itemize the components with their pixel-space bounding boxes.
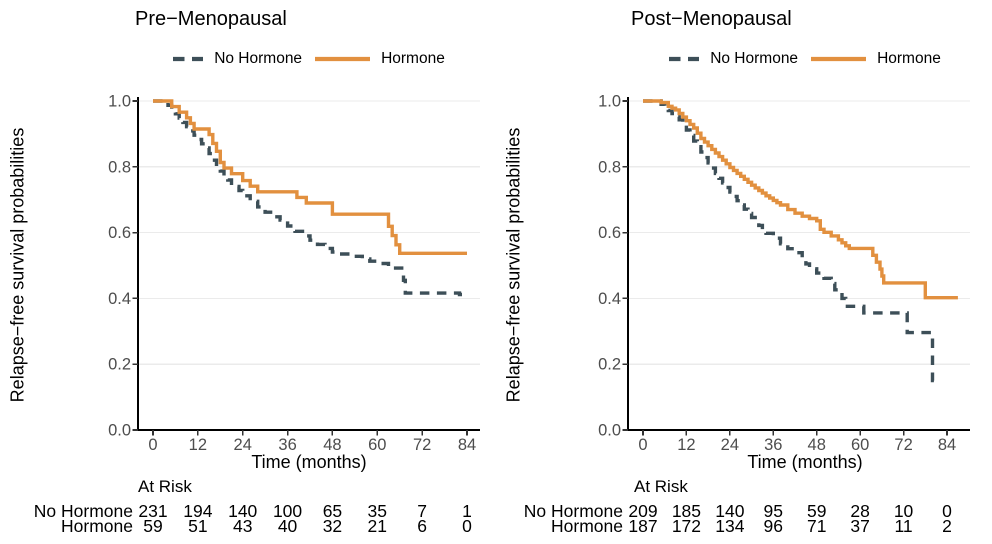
at-risk-header-pre: At Risk — [138, 477, 192, 496]
legend-pre: No Hormone Hormone — [138, 46, 480, 72]
at-risk-value: 187 — [628, 516, 658, 536]
legend-label-hormone: Hormone — [381, 50, 445, 67]
at-risk-value: 185 — [671, 501, 702, 521]
at-risk-value: 71 — [806, 516, 827, 536]
panel-post-menopausal: 0.0 0.2 0.4 0.6 0.8 1.0 0 12 24 36 48 60 72 84 Post−M… — [496, 0, 992, 544]
no-hormone-dashed-key-icon — [173, 56, 204, 62]
x-tick-label: 48 — [808, 436, 826, 454]
y-tick-label: 0.6 — [108, 224, 131, 242]
at-risk-value: 140 — [715, 501, 745, 521]
x-tick-label: 60 — [368, 436, 386, 454]
legend-item-no-hormone: No Hormone — [173, 50, 302, 68]
y-tick-label: 0.0 — [598, 422, 621, 440]
at-risk-value: 32 — [322, 516, 343, 536]
at-risk-value: 59 — [806, 501, 827, 521]
at-risk-value: 134 — [715, 516, 745, 536]
x-tick-label: 12 — [677, 436, 695, 454]
x-tick-label: 84 — [938, 436, 956, 454]
at-risk-value: 100 — [272, 501, 303, 521]
at-risk-value: 65 — [322, 501, 343, 521]
x-tick-label: 24 — [234, 436, 252, 454]
at-risk-value: 96 — [763, 516, 784, 536]
at-risk-value: 1 — [462, 501, 472, 521]
x-tick-label: 12 — [189, 436, 207, 454]
legend-label-hormone: Hormone — [877, 50, 941, 67]
at-risk-value: 43 — [232, 516, 253, 536]
x-tick-label: 36 — [278, 436, 296, 454]
x-tick-label: 24 — [721, 436, 739, 454]
at-risk-row-label-hormone: Hormone — [551, 516, 623, 536]
at-risk-value: 172 — [671, 516, 702, 536]
y-axis-title-pre: Relapse−free survival probabilities — [7, 127, 28, 403]
at-risk-row-label-no-hormone: No Hormone — [33, 501, 133, 521]
hormone-curve — [643, 99, 958, 300]
y-tick-label: 0.2 — [108, 356, 131, 374]
hormone-solid-key-icon — [811, 56, 867, 62]
at-risk-value: 0 — [462, 516, 472, 536]
panel-title-pre: Pre−Menopausal — [135, 8, 287, 30]
y-tick-label: 0.8 — [108, 158, 131, 176]
hormone-solid-key-icon — [315, 56, 371, 62]
at-risk-value: 11 — [894, 516, 913, 536]
x-tick-label: 0 — [148, 436, 157, 454]
at-risk-value: 40 — [277, 516, 298, 536]
x-tick-label: 60 — [851, 436, 869, 454]
x-tick-label: 84 — [458, 436, 476, 454]
at-risk-value: 140 — [228, 501, 258, 521]
at-risk-row-label-hormone: Hormone — [61, 516, 133, 536]
x-tick-label: 72 — [894, 436, 912, 454]
y-axis-title-post: Relapse−free survival probabilities — [503, 127, 524, 403]
at-risk-value: 51 — [188, 516, 208, 536]
x-tick-label: 0 — [638, 436, 647, 454]
at-risk-value: 59 — [143, 516, 163, 536]
km-plot-post-menopausal: 0.0 0.2 0.4 0.6 0.8 1.0 0 12 24 36 48 60 72 84 — [598, 93, 970, 454]
km-plot-pre-menopausal: 0.0 0.2 0.4 0.6 0.8 1.0 0 12 24 36 48 60 72 84 — [108, 93, 480, 454]
y-tick-label: 0.6 — [598, 224, 621, 242]
legend-post: No Hormone Hormone — [634, 46, 976, 72]
no-hormone-curve — [643, 99, 935, 383]
at-risk-value: 0 — [942, 501, 952, 521]
legend-item-hormone: Hormone — [315, 50, 445, 68]
at-risk-value: 194 — [183, 501, 213, 521]
at-risk-value: 10 — [893, 501, 914, 521]
legend-label-no-hormone: No Hormone — [214, 50, 303, 67]
at-risk-value: 95 — [763, 501, 784, 521]
legend-label-no-hormone: No Hormone — [710, 50, 799, 67]
at-risk-row-label-no-hormone: No Hormone — [523, 501, 623, 521]
at-risk-value: 21 — [367, 516, 388, 536]
at-risk-value: 35 — [367, 501, 388, 521]
at-risk-value: 231 — [138, 501, 168, 521]
panel-pre-menopausal: 0.0 0.2 0.4 0.6 0.8 1.0 0 12 24 36 48 60 72 84 Pre−Me… — [7, 8, 480, 536]
at-risk-value: 28 — [850, 501, 870, 521]
no-hormone-dashed-key-icon — [669, 56, 700, 62]
x-tick-label: 72 — [413, 436, 431, 454]
y-tick-label: 0.8 — [598, 158, 621, 176]
x-tick-label: 36 — [764, 436, 782, 454]
panel-title-post: Post−Menopausal — [631, 8, 792, 30]
y-tick-label: 1.0 — [108, 93, 131, 111]
x-axis-title-pre: Time (months) — [251, 452, 367, 472]
y-tick-label: 0.4 — [108, 290, 131, 308]
legend-item-no-hormone: No Hormone — [669, 50, 798, 68]
y-tick-label: 0.2 — [598, 356, 621, 374]
at-risk-value: 2 — [942, 516, 952, 536]
hormone-curve — [153, 99, 467, 255]
at-risk-value: 37 — [850, 516, 870, 536]
x-tick-label: 48 — [323, 436, 341, 454]
y-tick-label: 0.0 — [108, 422, 131, 440]
y-tick-label: 0.4 — [598, 290, 621, 308]
at-risk-header-post: At Risk — [634, 477, 688, 496]
no-hormone-curve — [153, 99, 467, 297]
legend-item-hormone: Hormone — [811, 50, 941, 68]
y-tick-label: 1.0 — [598, 93, 621, 111]
at-risk-value: 6 — [417, 516, 427, 536]
at-risk-value: 7 — [417, 501, 427, 521]
x-axis-title-post: Time (months) — [747, 452, 863, 472]
at-risk-value: 209 — [628, 501, 658, 521]
